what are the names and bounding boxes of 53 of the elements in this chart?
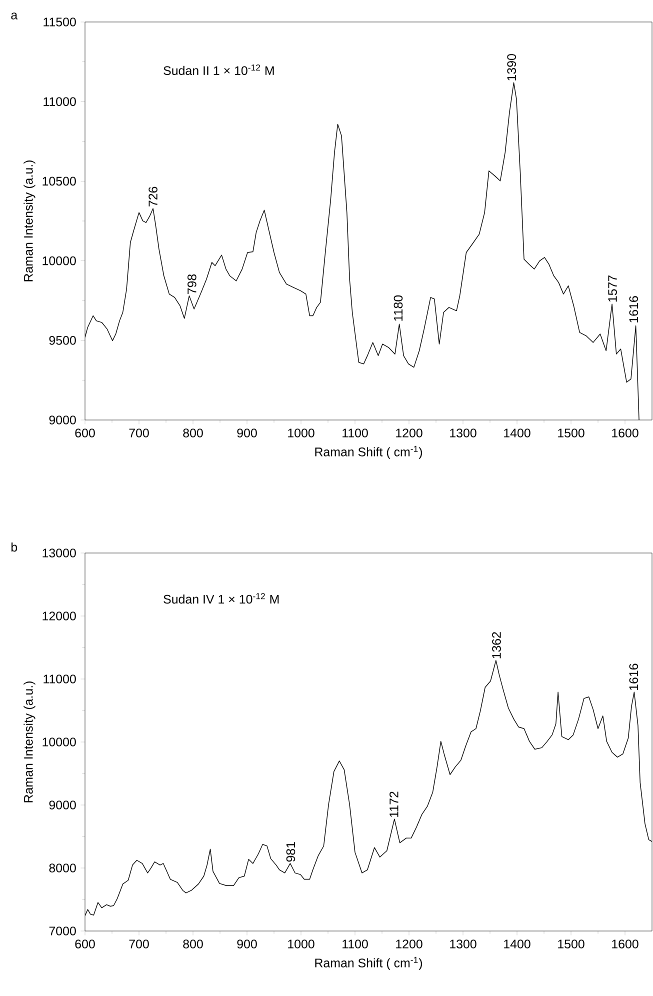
y-tick-label: 13000 <box>42 548 76 558</box>
x-axis-title: Raman Shift ( cm$^{-1}$) <box>315 446 422 459</box>
annotation: 1172 <box>390 792 398 817</box>
x-tick-label: 1300 <box>450 428 476 438</box>
x-tick-label: 1400 <box>504 428 530 438</box>
x-tick-label: 1200 <box>396 940 422 948</box>
y-tick-label: 11000 <box>44 674 76 684</box>
x-tick-label: 1400 <box>504 940 530 948</box>
annotation: 981 <box>286 842 296 862</box>
x-tick-label: 1000 <box>288 940 314 948</box>
x-tick-label: 600 <box>75 428 95 438</box>
x-tick-label: 1600 <box>612 428 638 438</box>
y-axis-title: Raman Intensity (a.u.) <box>24 160 36 282</box>
annotation: Sudan IV 1 × 10$^{-12}$ M <box>164 593 279 604</box>
y-tick-label: 12000 <box>42 612 76 620</box>
y-tick-label: 8000 <box>49 864 76 872</box>
x-tick-label: 1500 <box>558 428 584 438</box>
y-tick-label: 11500 <box>44 18 76 26</box>
annotation: 1616 <box>629 296 638 322</box>
y-tick-label: 7000 <box>49 926 76 936</box>
x-tick-label: 800 <box>183 940 203 948</box>
y-tick-label: 9500 <box>49 336 76 345</box>
x-tick-label: 700 <box>129 428 149 438</box>
x-tick-label: 900 <box>237 428 257 438</box>
x-tick-label: 1200 <box>396 428 422 438</box>
x-tick-label: 700 <box>129 940 149 948</box>
chart-title: a <box>11 12 18 20</box>
y-tick-label: 10500 <box>42 176 76 186</box>
y-axis-title: Raman Intensity (a.u.) <box>24 682 36 802</box>
annotation: 1390 <box>507 54 516 80</box>
annotation: 798 <box>188 274 196 294</box>
y-tick-label: 10000 <box>42 738 76 746</box>
annotation: 1362 <box>492 632 501 658</box>
x-tick-label: 1300 <box>450 940 476 948</box>
x-axis-title: Raman Shift ( cm$^{-1}$) <box>315 956 422 970</box>
x-tick-label: 1100 <box>342 428 368 438</box>
chart-title: b <box>11 542 18 552</box>
annotation: 1180 <box>394 295 403 321</box>
y-tick-label: 11000 <box>44 97 76 106</box>
annotation: 726 <box>148 186 158 206</box>
annotation: 1616 <box>629 664 638 690</box>
x-tick-label: 1500 <box>558 940 584 948</box>
y-tick-label: 9000 <box>49 416 76 424</box>
x-tick-label: 1600 <box>612 940 638 948</box>
annotation: Sudan II 1 × 10$^{-12}$ M <box>164 64 274 76</box>
y-tick-label: 9000 <box>49 800 76 810</box>
x-tick-label: 900 <box>237 940 257 948</box>
annotation: 1577 <box>608 276 617 302</box>
x-tick-label: 600 <box>75 940 95 948</box>
x-tick-label: 800 <box>183 428 203 438</box>
x-tick-label: 1100 <box>342 940 368 948</box>
x-tick-label: 1000 <box>288 428 314 438</box>
y-tick-label: 10000 <box>42 256 76 266</box>
